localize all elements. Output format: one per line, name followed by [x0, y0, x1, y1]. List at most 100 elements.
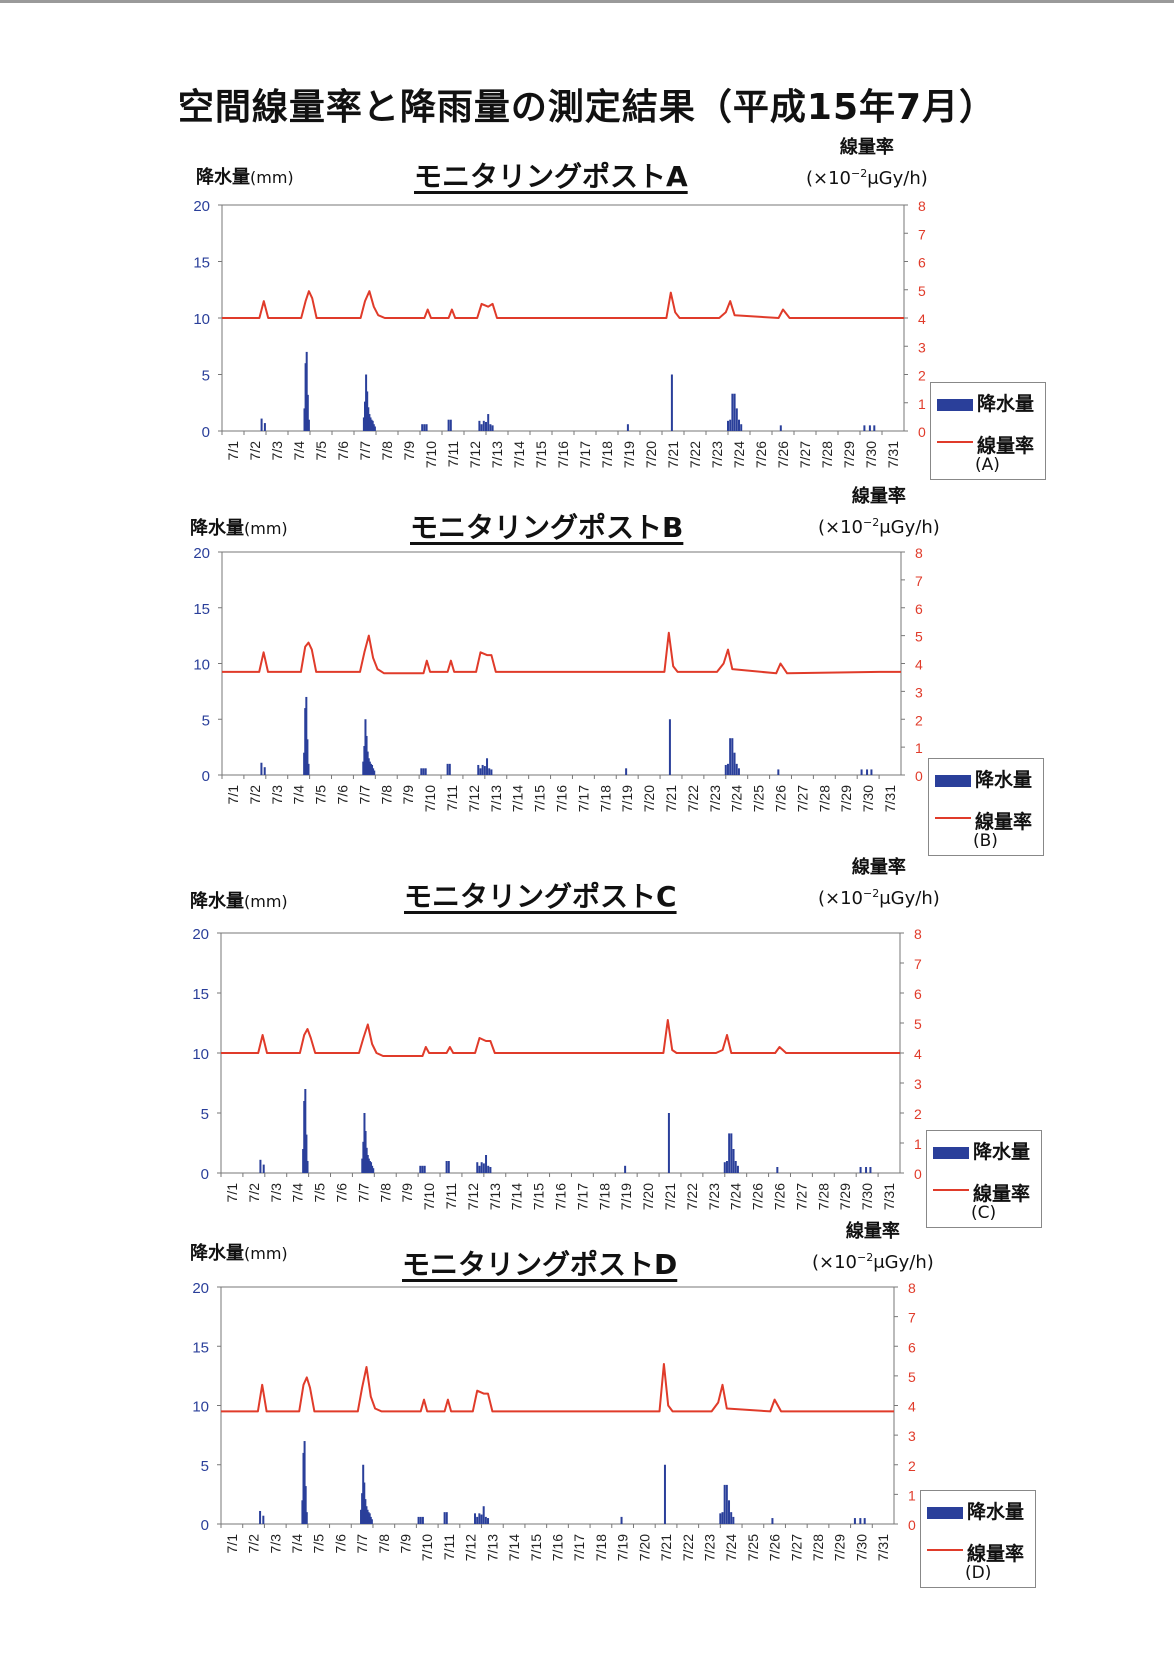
right-tick-label: 0 [918, 424, 926, 440]
right-tick-label: 0 [915, 768, 923, 784]
right-axis-title: 線量率 (×10−2μGy/h) [812, 1219, 934, 1276]
rain-bar [853, 1518, 856, 1524]
rain-bar [301, 1500, 304, 1524]
rain-bar [624, 1165, 627, 1173]
x-tick-label: 7/24 [723, 1534, 739, 1561]
left-tick-label: 10 [193, 311, 210, 328]
left-axis-title: 降水量(mm) [190, 887, 288, 913]
rain-bar [476, 1162, 479, 1173]
rain-bar [302, 1452, 305, 1524]
legend-rate-swatch [935, 817, 971, 819]
x-tick-label: 7/17 [574, 1183, 590, 1210]
rain-bar [723, 1162, 726, 1173]
x-tick-label: 7/15 [533, 441, 549, 468]
x-tick-label: 7/15 [528, 1534, 544, 1561]
left-axis-title: 降水量(mm) [190, 514, 288, 540]
left-tick-label: 15 [193, 601, 210, 618]
rain-bar [484, 1516, 487, 1524]
x-tick-label: 7/1 [225, 785, 241, 805]
x-tick-label: 7/2 [247, 785, 263, 805]
rain-bar [364, 401, 366, 431]
x-tick-label: 7/26 [775, 441, 791, 468]
right-axis-unit-post: μGy/h) [867, 168, 928, 189]
rain-bar [487, 414, 490, 431]
rain-bar [419, 1165, 422, 1173]
right-axis-unit-pre: (×10 [806, 168, 852, 189]
x-tick-label: 7/26 [773, 785, 789, 812]
x-tick-label: 7/2 [246, 1183, 262, 1203]
x-tick-label: 7/8 [376, 1534, 392, 1554]
legend-rain-swatch [933, 1147, 969, 1159]
rain-bar [725, 1484, 728, 1524]
rain-bar [263, 767, 266, 775]
rain-bar [777, 769, 780, 775]
rain-bar [366, 1155, 369, 1173]
x-tick-label: 7/12 [465, 1183, 481, 1210]
rain-bar [482, 1163, 485, 1173]
rain-bar [260, 762, 263, 775]
right-tick-label: 5 [908, 1369, 916, 1385]
right-tick-label: 3 [908, 1428, 916, 1444]
right-tick-label: 7 [908, 1310, 916, 1326]
rain-bar [866, 769, 869, 775]
right-tick-label: 7 [918, 226, 926, 242]
rain-bar [485, 1155, 488, 1173]
rain-bar [670, 374, 673, 431]
rain-bar [487, 1165, 490, 1173]
x-tick-label: 7/11 [443, 1183, 459, 1209]
rain-bar [364, 719, 367, 775]
x-tick-label: 7/12 [466, 785, 482, 812]
rain-bar [480, 1162, 483, 1173]
x-tick-label: 7/2 [246, 1534, 262, 1554]
right-axis-title-text: 線量率 [845, 1221, 900, 1242]
rain-bar [303, 752, 306, 775]
x-tick-label: 7/9 [400, 785, 416, 805]
rain-bar [728, 1500, 731, 1524]
rain-bar [663, 1464, 666, 1524]
x-tick-label: 7/6 [335, 441, 351, 461]
rain-bar [476, 1516, 479, 1524]
rain-bar [304, 1486, 307, 1524]
x-tick-label: 7/31 [881, 1183, 897, 1210]
x-tick-label: 7/19 [621, 441, 637, 468]
rain-bar [372, 424, 375, 431]
rain-bar [490, 769, 493, 775]
rain-bar [372, 768, 375, 775]
chart-legend: 降水量 線量率 (C) [926, 1130, 1042, 1228]
rain-bar [481, 764, 484, 775]
rain-bar [776, 1167, 779, 1173]
right-tick-label: 8 [914, 926, 922, 942]
left-axis-title-text: 降水量 [196, 167, 250, 188]
right-tick-label: 8 [915, 545, 923, 561]
x-tick-label: 7/29 [832, 1534, 848, 1561]
rain-bar [723, 1484, 726, 1524]
rain-bar [363, 1113, 366, 1173]
left-axis-title: 降水量(mm) [196, 163, 294, 189]
x-tick-label: 7/8 [377, 1183, 393, 1203]
x-tick-label: 7/18 [596, 1183, 612, 1210]
x-tick-label: 7/27 [793, 1183, 809, 1210]
legend-rain-label: 降水量 [967, 1501, 1025, 1523]
x-tick-label: 7/27 [797, 441, 813, 468]
chart-title: モニタリングポストB [410, 511, 684, 544]
rain-bar [364, 1131, 367, 1173]
rain-bar [368, 1161, 371, 1173]
x-tick-label: 7/7 [354, 1534, 370, 1554]
x-tick-label: 7/18 [597, 785, 613, 812]
rain-bar [737, 768, 740, 775]
rain-bar [483, 766, 486, 775]
x-tick-label: 7/24 [728, 1183, 744, 1210]
chart-post-c: 降水量(mm) モニタリングポストC 線量率 (×10−2μGy/h) 0 5 10… [0, 855, 1174, 1235]
rain-bar [360, 1509, 363, 1524]
chart-title: モニタリングポストC [404, 880, 677, 913]
left-tick-label: 0 [202, 768, 210, 785]
rain-bar [366, 1509, 369, 1524]
rain-bar [728, 1133, 731, 1173]
rain-bar [727, 420, 729, 431]
x-tick-label: 7/19 [615, 1534, 631, 1561]
rain-bar [424, 768, 427, 775]
x-tick-label: 7/22 [684, 1183, 700, 1210]
rain-bar [259, 1159, 262, 1173]
legend-rate-swatch [933, 1189, 969, 1191]
rain-bar [730, 1512, 733, 1524]
